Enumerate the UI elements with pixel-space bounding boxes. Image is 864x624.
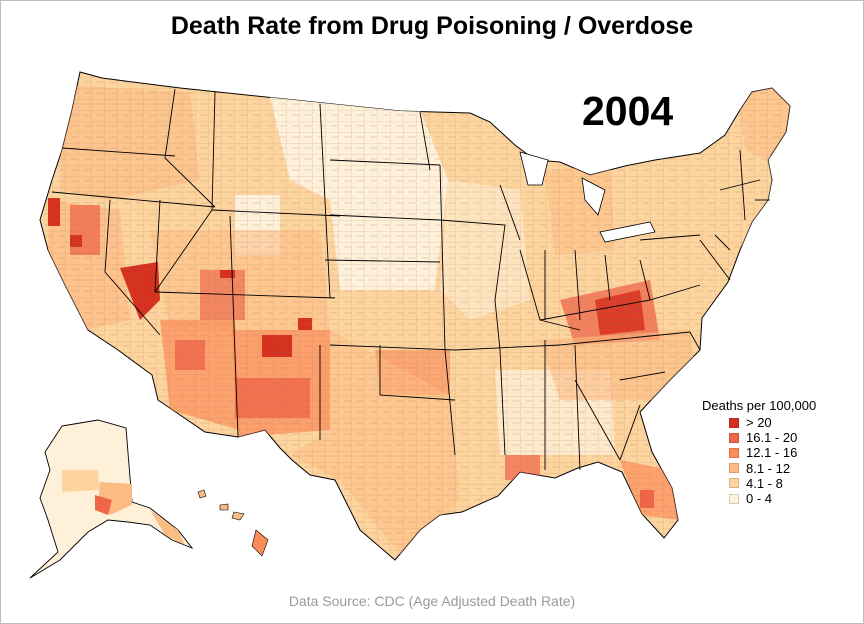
legend-label: 4.1 - 8 [746,475,783,491]
lake-michigan [519,151,549,186]
legend-swatch [729,493,739,504]
legend-item: 8.1 - 12 [702,461,816,476]
legend-item: 4.1 - 8 [702,476,816,491]
legend-item: 12.1 - 16 [702,445,816,460]
legend-swatch [729,447,739,458]
legend-swatch [729,478,739,489]
legend-item: > 20 [702,415,816,430]
legend-label: 12.1 - 16 [746,445,798,461]
legend-swatch [729,463,739,474]
state-borders [51,88,770,471]
legend-item: 0 - 4 [702,491,816,506]
alaska [29,419,194,579]
legend-label: > 20 [746,415,772,431]
legend-item: 16.1 - 20 [702,430,816,445]
legend-swatch [729,417,739,428]
year-label: 2004 [582,88,674,134]
legend-title: Deaths per 100,000 [702,398,817,413]
lake-huron [581,177,606,216]
legend-label: 0 - 4 [746,491,773,507]
legend-label: 8.1 - 12 [746,460,791,476]
legend-label: 16.1 - 20 [746,430,798,446]
legend-swatch [729,432,739,443]
lake-erie [599,221,656,243]
data-source-note: Data Source: CDC (Age Adjusted Death Rat… [288,593,576,609]
legend: Deaths per 100,000 > 20 16.1 - 20 12.1 -… [702,398,816,506]
hawaii [197,489,269,557]
chart-title: Death Rate from Drug Poisoning / Overdos… [170,12,694,40]
